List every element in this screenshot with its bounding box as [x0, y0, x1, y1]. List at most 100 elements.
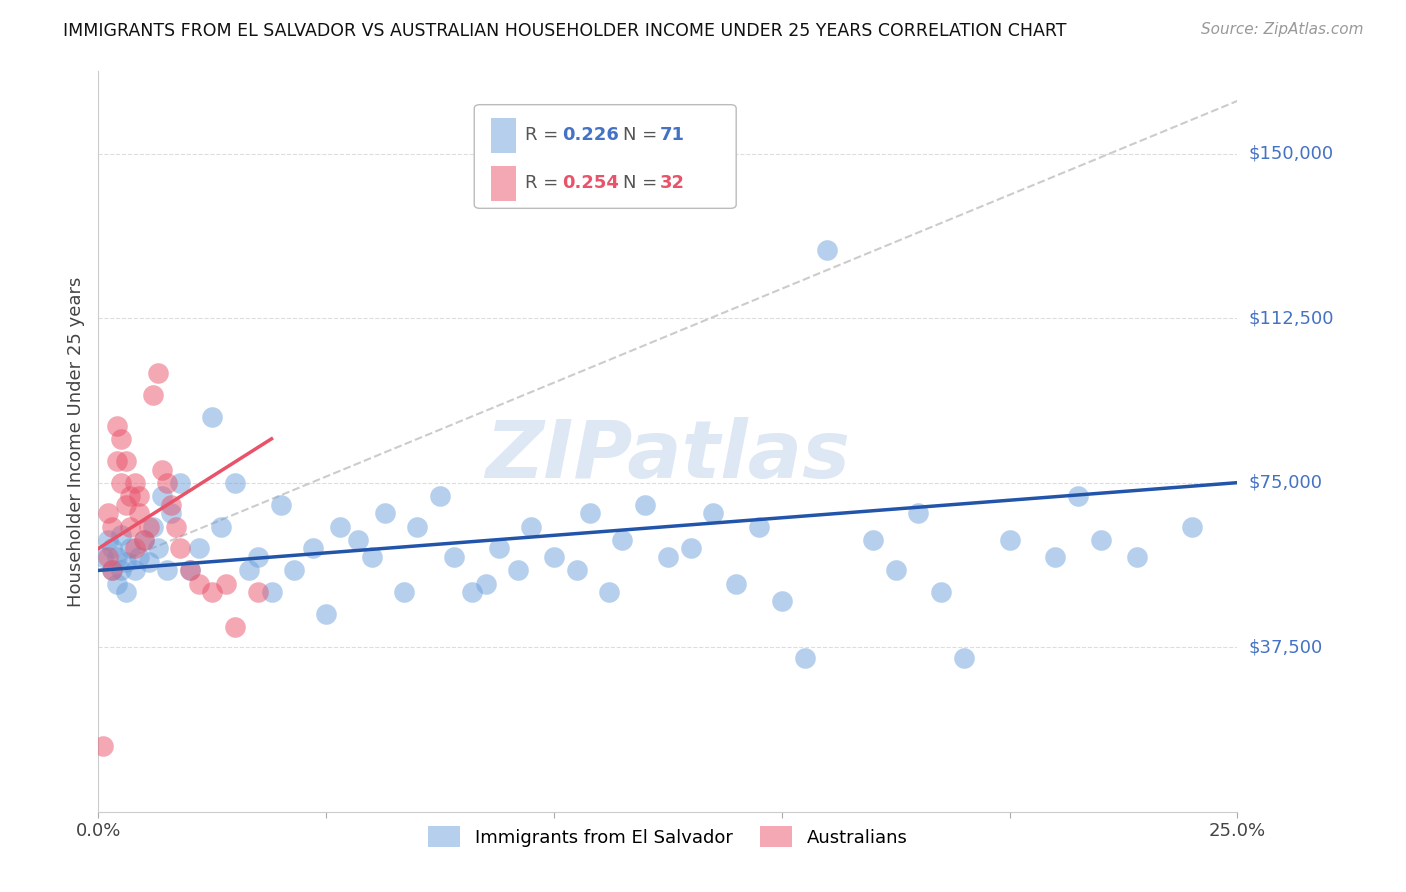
Point [443, 550, 465, 565]
Point [128, 507, 150, 521]
Point [260, 585, 283, 599]
FancyBboxPatch shape [474, 104, 737, 209]
Point [209, 519, 232, 533]
Point [702, 507, 724, 521]
Point [374, 507, 396, 521]
Point [929, 585, 952, 599]
Point [392, 585, 415, 599]
Point [120, 519, 142, 533]
Text: IMMIGRANTS FROM EL SALVADOR VS AUSTRALIAN HOUSEHOLDER INCOME UNDER 25 YEARS CORR: IMMIGRANTS FROM EL SALVADOR VS AUSTRALIA… [63, 22, 1067, 40]
Point [187, 541, 209, 556]
Point [120, 489, 142, 503]
Text: Source: ZipAtlas.com: Source: ZipAtlas.com [1201, 22, 1364, 37]
Point [101, 541, 124, 556]
Text: $75,000: $75,000 [1249, 474, 1323, 491]
Text: 0.254: 0.254 [562, 175, 619, 193]
Point [114, 454, 136, 468]
Point [156, 563, 179, 577]
Point [301, 541, 323, 556]
Point [748, 519, 770, 533]
Point [907, 507, 929, 521]
Point [884, 563, 907, 577]
Point [238, 563, 260, 577]
Point [1181, 519, 1204, 533]
Point [815, 243, 838, 257]
Point [96, 533, 118, 547]
Y-axis label: Householder Income Under 25 years: Householder Income Under 25 years [66, 277, 84, 607]
Point [543, 550, 565, 565]
Point [96, 507, 118, 521]
Point [770, 594, 793, 608]
Text: N =: N = [623, 127, 664, 145]
Text: R =: R = [526, 175, 564, 193]
Point [160, 498, 183, 512]
Point [150, 489, 173, 503]
Point [429, 489, 451, 503]
Point [110, 432, 132, 446]
Point [110, 475, 132, 490]
Point [201, 409, 224, 424]
Point [187, 576, 209, 591]
Point [156, 475, 179, 490]
Point [101, 563, 124, 577]
Point [179, 563, 201, 577]
Text: $150,000: $150,000 [1249, 145, 1333, 162]
Point [406, 519, 429, 533]
Point [283, 563, 305, 577]
Point [315, 607, 337, 622]
Bar [491, 166, 516, 202]
Point [862, 533, 884, 547]
Point [270, 498, 292, 512]
Point [110, 528, 132, 542]
Point [679, 541, 702, 556]
Point [329, 519, 352, 533]
Point [124, 541, 146, 556]
Point [114, 555, 136, 569]
Point [634, 498, 657, 512]
Point [142, 519, 165, 533]
Point [105, 550, 128, 565]
Point [110, 563, 132, 577]
Point [128, 489, 150, 503]
Point [246, 585, 269, 599]
Point [953, 651, 976, 665]
Text: 32: 32 [659, 175, 685, 193]
Text: 71: 71 [659, 127, 685, 145]
Point [1043, 550, 1066, 565]
Point [215, 576, 238, 591]
Point [138, 519, 160, 533]
Point [128, 550, 150, 565]
Point [142, 388, 165, 402]
Point [105, 576, 128, 591]
Point [114, 585, 136, 599]
Point [579, 507, 602, 521]
Legend: Immigrants from El Salvador, Australians: Immigrants from El Salvador, Australians [420, 819, 915, 855]
Point [461, 585, 484, 599]
Point [91, 739, 114, 753]
Text: $37,500: $37,500 [1249, 638, 1323, 657]
Point [105, 454, 128, 468]
Text: $112,500: $112,500 [1249, 310, 1334, 327]
Point [598, 585, 620, 599]
Point [565, 563, 588, 577]
Point [124, 563, 146, 577]
Point [124, 475, 146, 490]
Point [657, 550, 679, 565]
Point [160, 507, 183, 521]
Text: ZIPatlas: ZIPatlas [485, 417, 851, 495]
Point [132, 533, 155, 547]
Point [793, 651, 815, 665]
Bar [491, 118, 516, 153]
Point [138, 555, 160, 569]
Point [347, 533, 370, 547]
Point [132, 533, 155, 547]
Point [179, 563, 201, 577]
Point [96, 550, 118, 565]
Point [998, 533, 1021, 547]
Point [224, 620, 246, 634]
Point [120, 541, 142, 556]
Point [488, 541, 510, 556]
Text: R =: R = [526, 127, 564, 145]
Point [201, 585, 224, 599]
Point [246, 550, 269, 565]
